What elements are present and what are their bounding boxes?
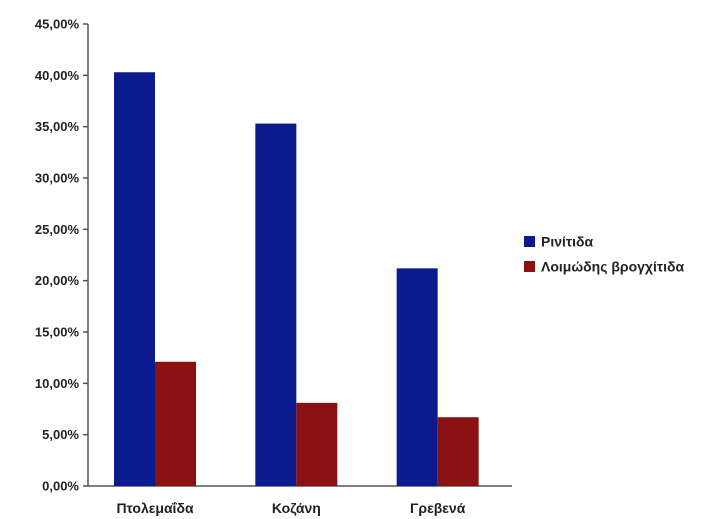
bar-rinitida-0 — [114, 72, 155, 487]
bar-loimodis-vrogchitida-0 — [155, 361, 196, 486]
bar-loimodis-vrogchitida-1 — [296, 402, 338, 486]
y-tick-label: 15,00% — [35, 325, 80, 340]
x-category-label: Κοζάνη — [272, 500, 321, 516]
x-category-label: Πτολεμαΐδα — [116, 500, 194, 516]
x-axis-labels: Πτολεμαΐδα Κοζάνη Γρεβενά — [116, 500, 465, 516]
y-tick-label: 40,00% — [35, 68, 80, 83]
y-tick-label: 5,00% — [42, 427, 79, 442]
y-tick-label: 30,00% — [35, 171, 80, 186]
y-tick-label: 35,00% — [35, 119, 80, 134]
bar-rinitida-2 — [396, 268, 438, 486]
legend-label: Ρινίτιδα — [541, 234, 594, 250]
legend-swatch — [524, 261, 535, 272]
x-category-label: Γρεβενά — [410, 500, 466, 516]
y-tick-label: 10,00% — [35, 376, 80, 391]
legend-label: Λοιμώδης βρογχίτιδα — [541, 259, 685, 275]
y-tick-label: 45,00% — [35, 17, 80, 32]
bars — [114, 72, 479, 487]
bar-rinitida-1 — [255, 123, 297, 486]
legend: Ρινίτιδα Λοιμώδης βρογχίτιδα — [524, 234, 685, 275]
y-tick-label: 0,00% — [42, 479, 79, 494]
bar-loimodis-vrogchitida-2 — [437, 417, 479, 486]
y-tick-label: 20,00% — [35, 273, 80, 288]
y-tick-label: 25,00% — [35, 222, 80, 237]
y-axis-ticks: 0,00% 5,00% 10,00% 15,00% 20,00% 25,00% 30,00%… — [35, 17, 88, 494]
legend-swatch — [524, 236, 535, 247]
